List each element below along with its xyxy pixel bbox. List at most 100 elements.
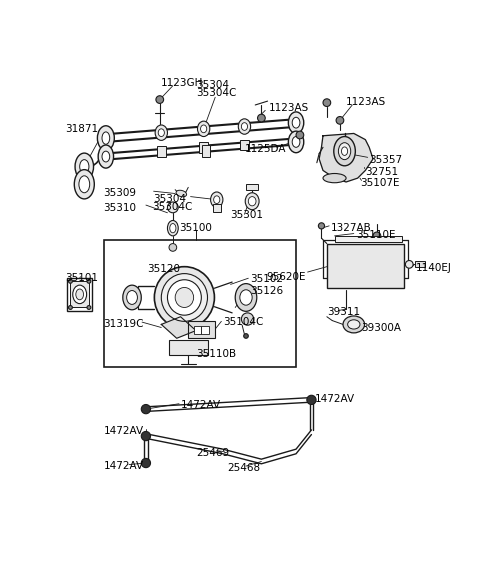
Text: 35120: 35120	[147, 264, 180, 274]
Text: 25469: 25469	[196, 448, 229, 458]
Ellipse shape	[75, 153, 94, 180]
Circle shape	[156, 96, 164, 104]
Circle shape	[87, 280, 91, 283]
Bar	[71, 281, 89, 308]
Bar	[246, 184, 258, 190]
Ellipse shape	[334, 137, 355, 166]
Polygon shape	[319, 134, 373, 182]
Circle shape	[323, 99, 331, 107]
Circle shape	[141, 404, 151, 414]
Bar	[213, 205, 221, 212]
Text: 1472AV: 1472AV	[180, 400, 221, 410]
Ellipse shape	[79, 176, 90, 193]
Bar	[67, 278, 92, 311]
Ellipse shape	[155, 267, 215, 328]
Circle shape	[307, 396, 316, 404]
Text: 35101: 35101	[65, 273, 98, 283]
Ellipse shape	[73, 285, 86, 304]
Ellipse shape	[338, 143, 351, 159]
Ellipse shape	[169, 244, 177, 251]
Text: 1472AV: 1472AV	[104, 462, 144, 472]
Text: 35304: 35304	[196, 80, 229, 90]
Circle shape	[258, 114, 265, 122]
Text: 1327AB: 1327AB	[331, 223, 372, 233]
Ellipse shape	[102, 132, 110, 144]
Text: 35310: 35310	[104, 203, 136, 213]
Circle shape	[141, 431, 151, 441]
Circle shape	[373, 232, 381, 240]
Ellipse shape	[176, 190, 187, 197]
Bar	[199, 142, 208, 153]
Polygon shape	[161, 316, 196, 338]
Text: 95620E: 95620E	[266, 272, 306, 282]
Ellipse shape	[155, 125, 168, 141]
Ellipse shape	[98, 145, 114, 168]
Bar	[327, 244, 404, 288]
Ellipse shape	[214, 196, 220, 203]
Ellipse shape	[80, 159, 89, 173]
Ellipse shape	[241, 313, 254, 325]
Bar	[202, 145, 210, 157]
Ellipse shape	[168, 280, 201, 315]
Circle shape	[296, 131, 304, 139]
Bar	[169, 340, 207, 355]
Text: 1472AV: 1472AV	[315, 394, 355, 404]
Text: 35357: 35357	[369, 155, 402, 165]
Ellipse shape	[238, 119, 251, 134]
Ellipse shape	[288, 112, 304, 134]
Text: 35104C: 35104C	[223, 316, 263, 327]
Ellipse shape	[197, 121, 210, 137]
Ellipse shape	[241, 122, 248, 130]
Text: 35304: 35304	[154, 193, 187, 203]
Ellipse shape	[292, 117, 300, 128]
Text: 35126: 35126	[250, 286, 283, 296]
Ellipse shape	[245, 193, 259, 210]
Text: 35301: 35301	[230, 210, 264, 220]
Text: 39311: 39311	[327, 308, 360, 318]
Ellipse shape	[76, 289, 84, 300]
Text: 1123AS: 1123AS	[346, 97, 386, 107]
Text: 1123AS: 1123AS	[269, 104, 309, 114]
Ellipse shape	[343, 316, 365, 333]
Ellipse shape	[74, 170, 94, 199]
Text: 35110E: 35110E	[356, 230, 396, 240]
Ellipse shape	[97, 126, 114, 151]
Ellipse shape	[240, 289, 252, 305]
Ellipse shape	[248, 196, 256, 206]
Bar	[415, 261, 425, 267]
Bar	[240, 139, 249, 151]
Circle shape	[244, 333, 248, 338]
Ellipse shape	[123, 285, 141, 310]
Text: 32751: 32751	[365, 166, 398, 176]
Ellipse shape	[158, 129, 164, 137]
Text: 39300A: 39300A	[361, 323, 401, 333]
Bar	[201, 326, 209, 333]
Text: 25468: 25468	[227, 463, 260, 473]
Circle shape	[336, 117, 344, 124]
Text: 31871: 31871	[65, 124, 98, 134]
Text: 35309: 35309	[104, 188, 136, 198]
Ellipse shape	[288, 131, 304, 153]
Ellipse shape	[348, 320, 360, 329]
Ellipse shape	[168, 220, 178, 236]
Text: 35304C: 35304C	[152, 202, 192, 212]
Text: 1472AV: 1472AV	[104, 426, 144, 436]
Circle shape	[141, 458, 151, 468]
Circle shape	[69, 305, 72, 309]
Bar	[188, 321, 215, 338]
Ellipse shape	[127, 291, 137, 304]
Ellipse shape	[201, 125, 207, 132]
Circle shape	[318, 223, 324, 229]
Ellipse shape	[292, 137, 300, 147]
Bar	[193, 326, 201, 333]
Ellipse shape	[170, 223, 176, 233]
Ellipse shape	[323, 173, 346, 183]
Ellipse shape	[175, 288, 193, 308]
Text: 1123GH: 1123GH	[161, 78, 204, 88]
Bar	[156, 146, 166, 156]
Circle shape	[406, 261, 413, 268]
Text: 35100: 35100	[180, 223, 212, 233]
Bar	[104, 240, 296, 367]
Ellipse shape	[161, 274, 207, 321]
Bar	[335, 236, 402, 242]
